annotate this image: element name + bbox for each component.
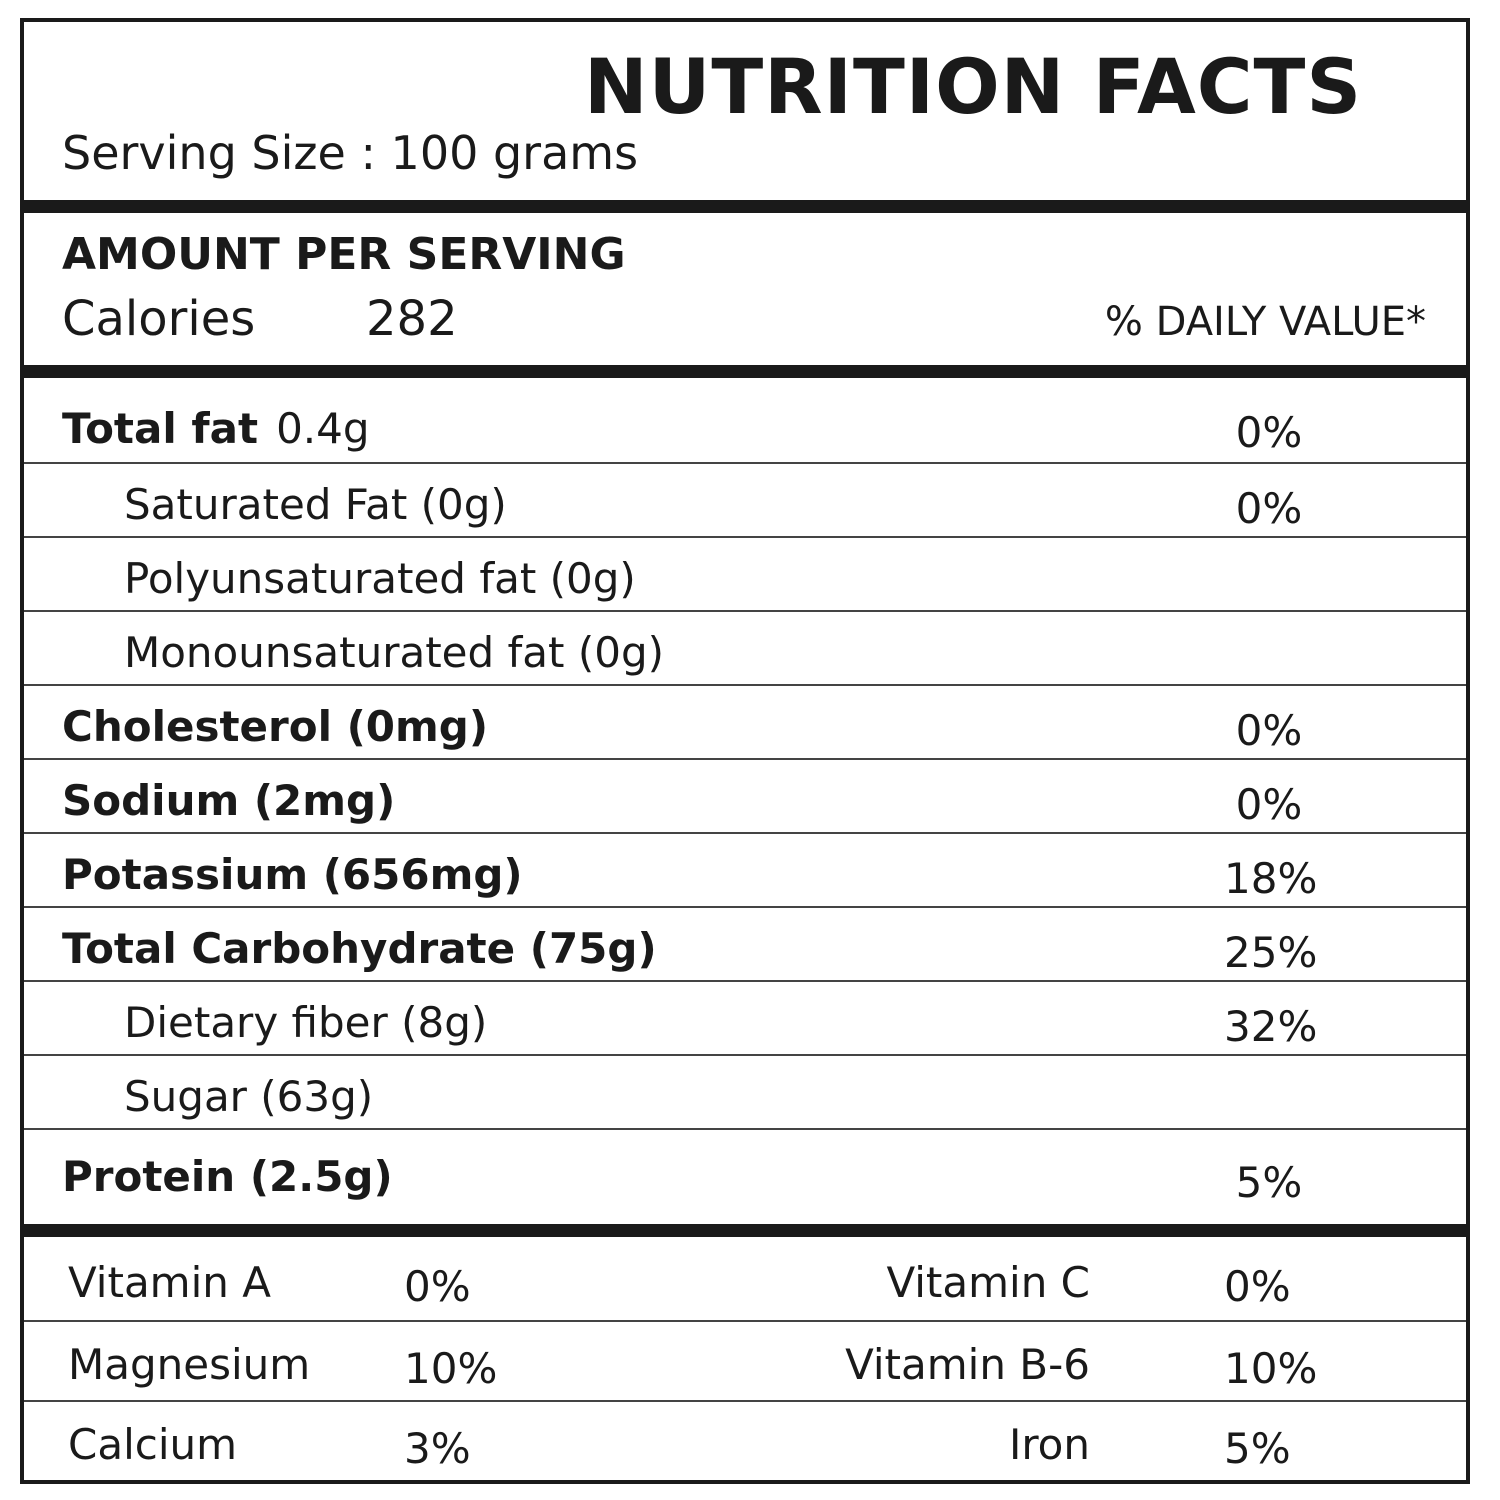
thick-divider: [24, 365, 1466, 378]
thick-divider: [24, 200, 1466, 213]
vitamin-name: Magnesium: [68, 1340, 311, 1389]
nutrient-name: Total fat 0.4g: [62, 404, 370, 453]
vitamin-name: Vitamin A: [68, 1258, 271, 1307]
amount-per-serving-title: AMOUNT PER SERVING: [62, 229, 626, 280]
vitamin-row: Calcium 3% Iron 5%: [24, 1400, 1466, 1480]
vitamin-row: Vitamin A 0% Vitamin C 0%: [24, 1240, 1466, 1320]
nutrient-percent: 32%: [1224, 1002, 1318, 1051]
nutrient-amount: 0.4g: [276, 404, 370, 453]
nutrient-percent: 0%: [1235, 706, 1303, 755]
label-header: NUTRITION FACTS Serving Size : 100 grams: [24, 22, 1466, 200]
nutrient-percent: 18%: [1224, 854, 1318, 903]
nutrient-row: Potassium (656mg) 18%: [24, 832, 1466, 906]
nutrient-name: Monounsaturated fat (0g): [124, 628, 665, 677]
nutrient-name: Cholesterol (0mg): [62, 702, 489, 751]
vitamin-name: Iron: [1008, 1420, 1090, 1469]
vitamin-percent: 5%: [1224, 1424, 1291, 1473]
vitamin-percent: 0%: [404, 1262, 471, 1311]
nutrient-name: Total Carbohydrate (75g): [62, 924, 657, 973]
nutrient-percent: 0%: [1235, 408, 1303, 457]
nutrient-name: Potassium (656mg): [62, 850, 523, 899]
vitamin-name: Vitamin C: [886, 1258, 1090, 1307]
daily-value-header: % DAILY VALUE*: [1104, 299, 1426, 345]
nutrient-label: Total fat: [62, 404, 259, 453]
label-title: NUTRITION FACTS: [584, 42, 1363, 131]
nutrient-percent: 0%: [1235, 484, 1303, 533]
vitamin-percent: 10%: [1224, 1344, 1318, 1393]
nutrient-name: Sodium (2mg): [62, 776, 396, 825]
thick-divider: [24, 1224, 1466, 1237]
calories-label: Calories: [62, 291, 256, 347]
nutrient-row: Polyunsaturated fat (0g): [24, 536, 1466, 610]
nutrient-name: Saturated Fat (0g): [124, 480, 507, 529]
nutrient-row: Sodium (2mg) 0%: [24, 758, 1466, 832]
nutrient-row: Saturated Fat (0g) 0%: [24, 462, 1466, 536]
nutrient-row: Monounsaturated fat (0g): [24, 610, 1466, 684]
nutrient-name: Polyunsaturated fat (0g): [124, 554, 636, 603]
serving-size: Serving Size : 100 grams: [62, 126, 639, 180]
vitamin-percent: 3%: [404, 1424, 471, 1473]
vitamin-row: Magnesium 10% Vitamin B-6 10%: [24, 1320, 1466, 1400]
vitamin-percent: 0%: [1224, 1262, 1291, 1311]
nutrient-row: Cholesterol (0mg) 0%: [24, 684, 1466, 758]
vitamin-name: Calcium: [68, 1420, 238, 1469]
nutrient-name: Dietary fiber (8g): [124, 998, 488, 1047]
vitamin-name: Vitamin B-6: [845, 1340, 1090, 1389]
nutrient-row: Total Carbohydrate (75g) 25%: [24, 906, 1466, 980]
nutrient-percent: 5%: [1235, 1158, 1303, 1207]
nutrient-name: Sugar (63g): [124, 1072, 374, 1121]
calories-value: 282: [366, 291, 458, 347]
nutrient-row: Sugar (63g): [24, 1054, 1466, 1128]
vitamin-percent: 10%: [404, 1344, 498, 1393]
nutrient-name: Protein (2.5g): [62, 1152, 393, 1201]
nutrient-row: Protein (2.5g) 5%: [24, 1128, 1466, 1224]
amount-per-serving-section: AMOUNT PER SERVING Calories 282 % DAILY …: [24, 219, 1466, 367]
nutrition-facts-label: NUTRITION FACTS Serving Size : 100 grams…: [20, 18, 1470, 1484]
nutrient-row: Total fat 0.4g 0%: [24, 388, 1466, 462]
nutrient-percent: 25%: [1224, 928, 1318, 977]
nutrient-row: Dietary fiber (8g) 32%: [24, 980, 1466, 1054]
nutrient-percent: 0%: [1235, 780, 1303, 829]
